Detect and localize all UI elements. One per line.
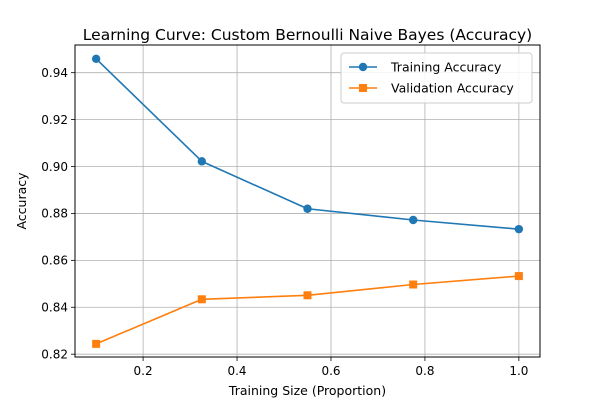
data-point bbox=[92, 339, 101, 348]
series-training bbox=[91, 54, 524, 234]
grid bbox=[75, 45, 540, 357]
legend-label: Validation Accuracy bbox=[391, 81, 514, 96]
series-validation bbox=[92, 272, 523, 348]
y-tick-label: 0.94 bbox=[41, 66, 68, 80]
x-tick-label: 0.6 bbox=[321, 364, 340, 378]
legend-item: Validation Accuracy bbox=[349, 81, 514, 96]
plot-area-frame bbox=[74, 44, 541, 358]
y-tick-label: 0.88 bbox=[41, 207, 68, 221]
data-point bbox=[514, 272, 523, 281]
y-tick-label: 0.84 bbox=[41, 301, 68, 315]
data-point bbox=[514, 224, 524, 234]
data-point bbox=[91, 54, 101, 64]
legend-label: Training Accuracy bbox=[390, 60, 502, 75]
x-tick-label: 0.4 bbox=[227, 364, 246, 378]
x-tick-label: 1.0 bbox=[509, 364, 528, 378]
chart-title: Learning Curve: Custom Bernoulli Naive B… bbox=[83, 26, 532, 44]
series-layer bbox=[91, 54, 524, 348]
x-tick-label: 0.8 bbox=[415, 364, 434, 378]
legend-box bbox=[340, 52, 533, 104]
data-point bbox=[197, 295, 206, 304]
y-tick-label: 0.92 bbox=[41, 113, 68, 127]
legend-marker bbox=[358, 62, 368, 72]
y-axis-label: Accuracy bbox=[14, 172, 29, 230]
data-point bbox=[303, 204, 312, 213]
y-tick-label: 0.90 bbox=[41, 160, 68, 174]
legend-marker bbox=[359, 84, 367, 92]
data-point bbox=[197, 157, 207, 166]
y-tick-label: 0.86 bbox=[41, 254, 68, 268]
legend: Training Accuracy Validation Accuracy bbox=[340, 52, 533, 104]
data-point bbox=[408, 215, 418, 225]
x-axis-label: Training Size (Proportion) bbox=[228, 383, 386, 398]
y-tick-label: 0.82 bbox=[41, 347, 68, 361]
x-tick-label: 0.2 bbox=[134, 364, 153, 378]
data-point bbox=[409, 280, 418, 289]
ticks: 0.2 0.4 0.6 0.8 1.0 0.82 0.84 0.86 0.88 0.90 0.92 0… bbox=[41, 66, 528, 378]
legend-item: Training Accuracy bbox=[349, 60, 502, 75]
data-point bbox=[303, 291, 312, 300]
